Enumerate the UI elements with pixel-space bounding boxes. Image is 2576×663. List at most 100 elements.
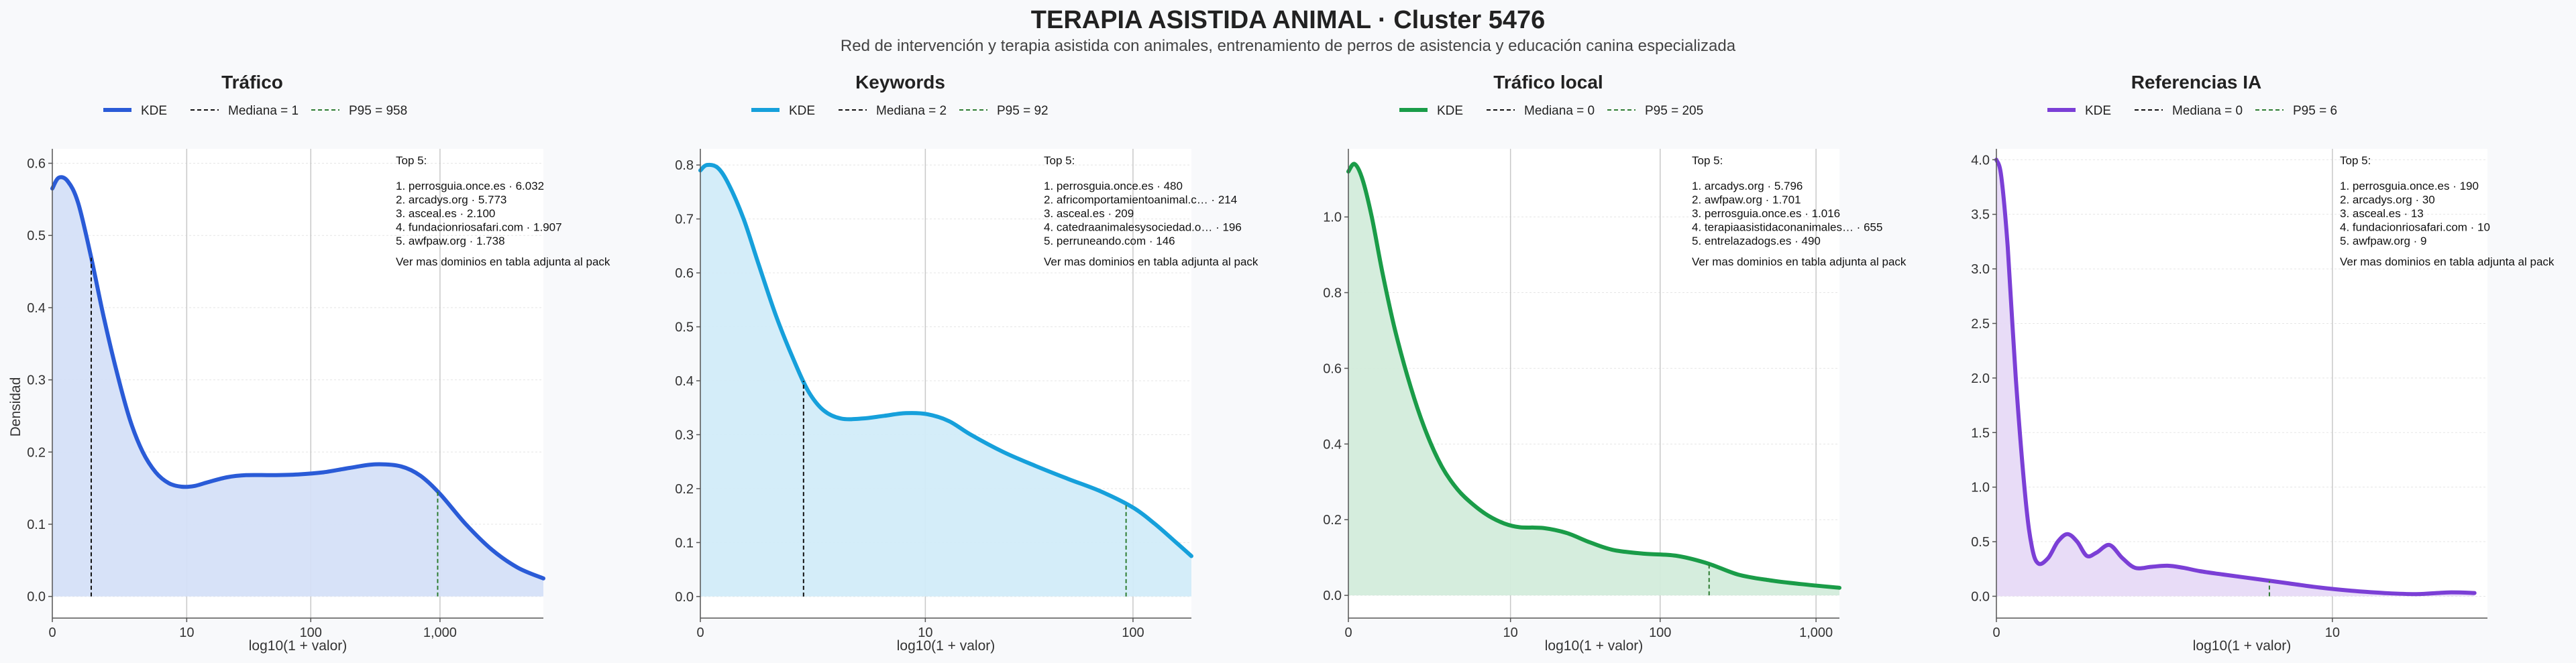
top5-note: Ver mas dominios en tabla adjunta al pac… xyxy=(1692,255,1907,268)
kde-fill xyxy=(700,164,1191,597)
panel-title: Referencias IA xyxy=(2131,72,2262,93)
legend-p95-label: P95 = 958 xyxy=(349,104,407,118)
y-tick-label: 0.4 xyxy=(27,301,46,316)
top5-item: 4. catedraanimalesysociedad.o… · 196 xyxy=(1044,221,1242,234)
chart-panel-1: Tráfico KDE Mediana = 1 P95 = 958 0.0 0.1 0.2 0… xyxy=(27,72,610,654)
y-tick-label: 0.5 xyxy=(1971,535,1990,550)
chart-panel-4: Referencias IA KDE Mediana = 0 P95 = 6 0.0 0.… xyxy=(1971,72,2555,654)
x-axis-label: log10(1 + valor) xyxy=(897,638,996,654)
top5-item: 4. fundacionriosafari.com · 10 xyxy=(2340,221,2490,234)
top5-item: 1. perrosguia.once.es · 480 xyxy=(1044,180,1183,192)
top5-item: 1. perrosguia.once.es · 6.032 xyxy=(396,180,544,192)
top5-note: Ver mas dominios en tabla adjunta al pac… xyxy=(1044,255,1258,268)
top5-item: 2. awfpaw.org · 1.701 xyxy=(1692,194,1801,206)
kde-line xyxy=(50,175,545,581)
top5-item: 5. entrelazadogs.es · 490 xyxy=(1692,235,1821,247)
x-tick-label: 1,000 xyxy=(423,625,457,640)
kde-line xyxy=(1346,162,1841,590)
x-tick-label: 0 xyxy=(1344,625,1352,640)
legend-median-label: Mediana = 0 xyxy=(1524,104,1595,118)
y-tick-label: 0.5 xyxy=(27,229,46,243)
y-tick-label: 0.4 xyxy=(1323,437,1342,452)
y-tick-label: 0.0 xyxy=(1323,589,1342,603)
top5-item: 4. fundacionriosafari.com · 1.907 xyxy=(396,221,562,234)
y-tick-label: 0.6 xyxy=(27,157,46,172)
y-tick-label: 0.6 xyxy=(1323,361,1342,376)
top5-item: 5. perruneando.com · 146 xyxy=(1044,235,1175,247)
y-tick-label: 3.5 xyxy=(1971,208,1990,223)
top5-item: 3. perrosguia.once.es · 1.016 xyxy=(1692,207,1840,220)
top5-item: 3. asceal.es · 209 xyxy=(1044,207,1134,220)
legend-p95-label: P95 = 6 xyxy=(2293,104,2337,118)
y-tick-label: 1.0 xyxy=(1323,210,1342,225)
y-tick-label: 0.6 xyxy=(675,266,694,281)
legend-kde-label: KDE xyxy=(2085,104,2111,118)
chart-panel-3: Tráfico local KDE Mediana = 0 P95 = 205 0.0 0… xyxy=(1323,72,1907,654)
top5-note: Ver mas dominios en tabla adjunta al pac… xyxy=(2340,255,2555,268)
panel-title: Tráfico xyxy=(221,72,283,93)
legend-kde-label: KDE xyxy=(789,104,815,118)
top5-item: 4. terapiaasistidaconanimales… · 655 xyxy=(1692,221,1882,234)
y-tick-label: 0.5 xyxy=(675,320,694,335)
panel-title: Keywords xyxy=(855,72,945,93)
y-axis-label: Densidad xyxy=(8,377,23,437)
top5-item: 2. africomportamientoanimal.c… · 214 xyxy=(1044,194,1237,206)
legend-median-label: Mediana = 2 xyxy=(876,104,947,118)
x-tick-label: 100 xyxy=(1649,625,1671,640)
y-tick-label: 0.4 xyxy=(675,374,694,389)
legend-median-label: Mediana = 1 xyxy=(228,104,299,118)
y-tick-label: 0.7 xyxy=(675,213,694,227)
legend-kde-label: KDE xyxy=(141,104,167,118)
kde-fill xyxy=(52,177,543,597)
top5-item: 1. perrosguia.once.es · 190 xyxy=(2340,180,2479,192)
x-tick-label: 10 xyxy=(918,625,932,640)
x-tick-label: 0 xyxy=(48,625,56,640)
x-tick-label: 0 xyxy=(1992,625,2000,640)
y-tick-label: 0.2 xyxy=(27,445,46,460)
y-tick-label: 0.1 xyxy=(27,518,46,532)
y-tick-label: 0.0 xyxy=(27,590,46,605)
x-tick-label: 0 xyxy=(696,625,704,640)
y-tick-label: 0.8 xyxy=(675,158,694,173)
top5-item: 3. asceal.es · 13 xyxy=(2340,207,2424,220)
panel-title: Tráfico local xyxy=(1493,72,1603,93)
legend-p95-label: P95 = 205 xyxy=(1645,104,1703,118)
y-tick-label: 1.0 xyxy=(1971,481,1990,495)
x-tick-label: 1,000 xyxy=(1799,625,1833,640)
y-tick-label: 0.2 xyxy=(1323,513,1342,528)
x-axis-label: log10(1 + valor) xyxy=(2193,638,2292,654)
kde-line xyxy=(698,162,1193,558)
legend-median-label: Mediana = 0 xyxy=(2172,104,2243,118)
y-tick-label: 0.3 xyxy=(675,428,694,442)
x-tick-label: 10 xyxy=(1503,625,1518,640)
y-tick-label: 0.0 xyxy=(1971,589,1990,604)
x-axis-label: log10(1 + valor) xyxy=(1545,638,1644,654)
y-tick-label: 3.0 xyxy=(1971,262,1990,277)
y-tick-label: 0.8 xyxy=(1323,286,1342,301)
top5-heading: Top 5: xyxy=(1044,154,1075,167)
y-tick-label: 0.3 xyxy=(27,373,46,388)
y-tick-label: 0.2 xyxy=(675,482,694,497)
y-tick-label: 2.5 xyxy=(1971,316,1990,331)
legend-kde-label: KDE xyxy=(1437,104,1463,118)
y-tick-label: 4.0 xyxy=(1971,153,1990,168)
y-tick-label: 1.5 xyxy=(1971,426,1990,440)
x-tick-label: 100 xyxy=(1122,625,1144,640)
figure-subtitle: Red de intervención y terapia asistida c… xyxy=(841,37,1736,55)
figure-title: TERAPIA ASISTIDA ANIMAL · Cluster 5476 xyxy=(1031,6,1545,34)
top5-item: 5. awfpaw.org · 1.738 xyxy=(396,235,505,247)
kde-fill xyxy=(1348,164,1839,596)
top5-item: 2. arcadys.org · 5.773 xyxy=(396,194,506,206)
x-tick-label: 10 xyxy=(2325,625,2340,640)
x-axis-label: log10(1 + valor) xyxy=(249,638,347,654)
x-tick-label: 100 xyxy=(300,625,322,640)
top5-note: Ver mas dominios en tabla adjunta al pac… xyxy=(396,255,610,268)
y-tick-label: 0.0 xyxy=(675,590,694,605)
top5-heading: Top 5: xyxy=(396,154,427,167)
x-tick-label: 10 xyxy=(179,625,194,640)
y-tick-label: 2.0 xyxy=(1971,371,1990,386)
top5-item: 1. arcadys.org · 5.796 xyxy=(1692,180,1803,192)
y-tick-label: 0.1 xyxy=(675,536,694,550)
legend-p95-label: P95 = 92 xyxy=(997,104,1049,118)
